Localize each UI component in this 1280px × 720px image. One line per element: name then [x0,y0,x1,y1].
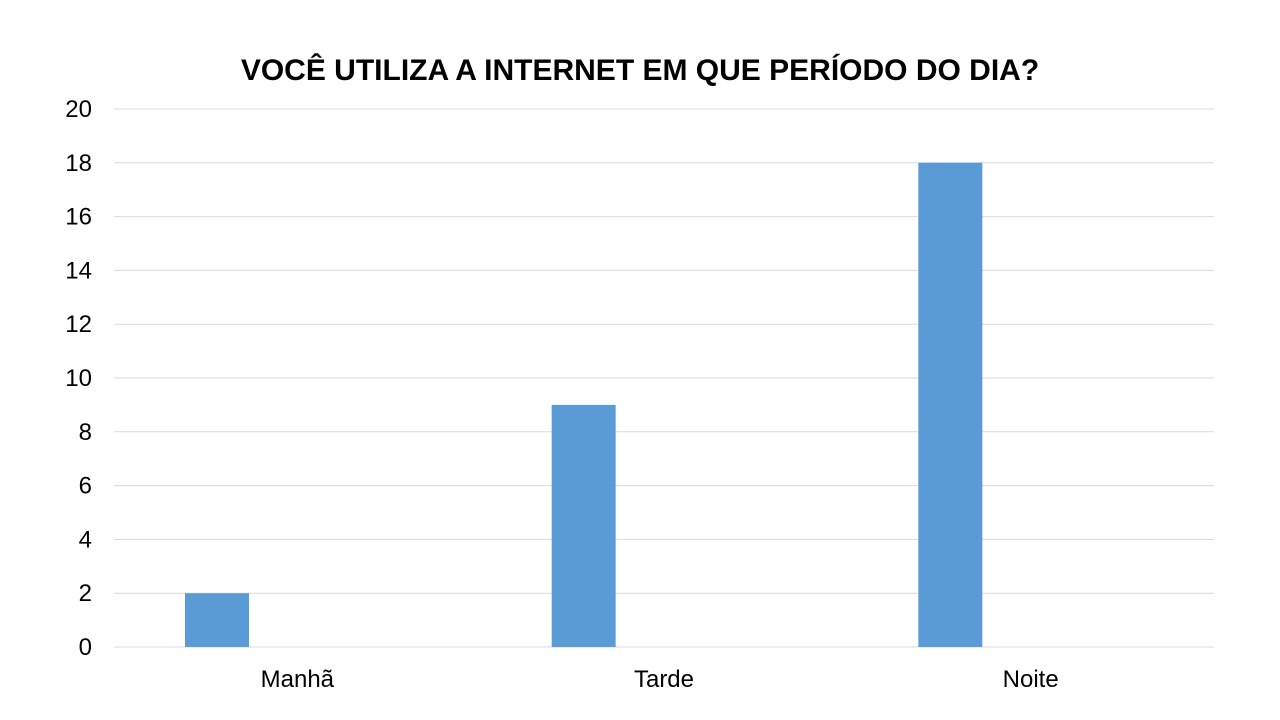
bar-tarde [551,404,616,647]
y-tick-label: 4 [79,526,92,553]
y-tick-label: 14 [65,257,92,284]
y-axis-tick-labels: 0 2 4 6 8 10 12 14 16 18 20 [65,96,92,661]
y-tick-label: 2 [79,580,92,607]
y-tick-label: 12 [65,311,92,338]
x-axis-tick-labels: Manhã Tarde Noite [261,666,1059,693]
y-tick-label: 10 [65,365,92,392]
y-tick-label: 6 [79,473,92,500]
gridlines [114,108,1214,648]
y-tick-label: 8 [79,419,92,446]
x-tick-label: Noite [1003,666,1059,693]
y-tick-label: 18 [65,150,92,177]
chart-title: VOCÊ UTILIZA A INTERNET EM QUE PERÍODO D… [241,53,1039,87]
bar-manhã [185,593,249,647]
y-tick-label: 16 [65,204,92,231]
y-tick-label: 20 [65,96,92,123]
x-tick-label: Tarde [634,666,694,693]
bars [185,162,983,648]
y-tick-label: 0 [79,634,92,661]
x-tick-label: Manhã [261,666,335,693]
bar-noite [918,162,983,648]
